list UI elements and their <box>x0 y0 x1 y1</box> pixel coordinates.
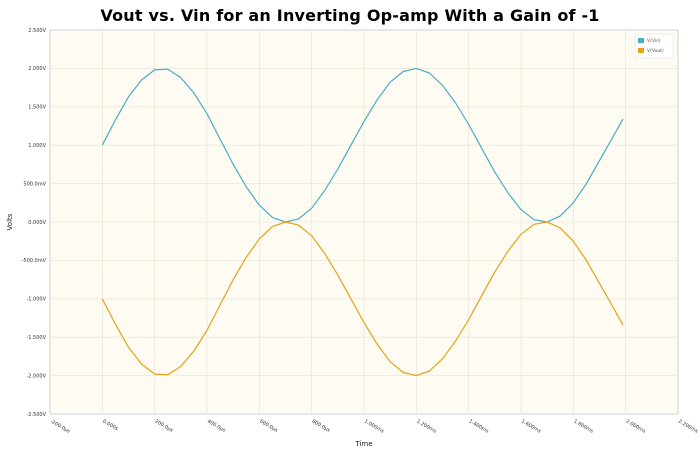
y-tick-label: -2.500V <box>26 412 46 418</box>
x-tick-label: 600.0µs <box>258 419 279 434</box>
x-tick-label: 2.000ms <box>625 419 647 435</box>
series-lines <box>101 67 624 377</box>
series-line-2 <box>101 221 624 377</box>
x-tick-label: 1.000ms <box>363 419 385 435</box>
x-tick-label: 800.0µs <box>311 419 332 434</box>
x-tick-label: 400.0µs <box>206 419 227 434</box>
y-tick-label: -2.000V <box>26 373 46 379</box>
grid <box>50 30 678 414</box>
legend-label: V(Vin) <box>647 38 661 44</box>
y-tick-label: 2.000V <box>28 66 46 72</box>
y-tick-label: -500.0mV <box>22 258 47 264</box>
x-tick-label: 200.0µs <box>154 419 175 434</box>
legend-box <box>634 33 674 59</box>
legend-swatch <box>638 48 644 53</box>
y-tick-label: 2.500V <box>28 28 46 34</box>
y-axis-ticks: 2.500V 2.000V 1.500V 1.000V 500.0mV 0.000V -50… <box>22 28 47 418</box>
x-tick-label: 2.200ms <box>677 419 699 435</box>
x-tick-label: -200.0µs <box>49 419 71 435</box>
legend: V(Vin) V(Vout) <box>634 33 674 59</box>
legend-swatch <box>638 38 644 43</box>
y-tick-label: 1.500V <box>28 105 46 111</box>
legend-label: V(Vout) <box>647 48 664 54</box>
y-tick-label: -1.000V <box>26 297 46 303</box>
series-line-1 <box>101 67 624 223</box>
chart-title: Vout vs. Vin for an Inverting Op-amp Wit… <box>100 6 600 25</box>
x-axis-label: Time <box>354 440 372 448</box>
x-tick-label: 1.400ms <box>468 419 490 435</box>
y-tick-label: 1.000V <box>28 143 46 149</box>
y-tick-label: 500.0mV <box>23 181 46 187</box>
x-tick-label: 1.600ms <box>520 419 542 435</box>
y-tick-label: 0.000V <box>28 220 46 226</box>
x-tick-label: 0.000s <box>101 419 119 433</box>
x-axis-ticks: -200.0µs 0.000s 200.0µs 400.0µs 600.0µs 800.0… <box>49 419 699 435</box>
y-axis-label: Volts <box>6 213 14 230</box>
y-tick-label: -1.500V <box>26 335 46 341</box>
x-tick-label: 1.800ms <box>572 419 594 435</box>
x-tick-label: 1.200ms <box>415 419 437 435</box>
